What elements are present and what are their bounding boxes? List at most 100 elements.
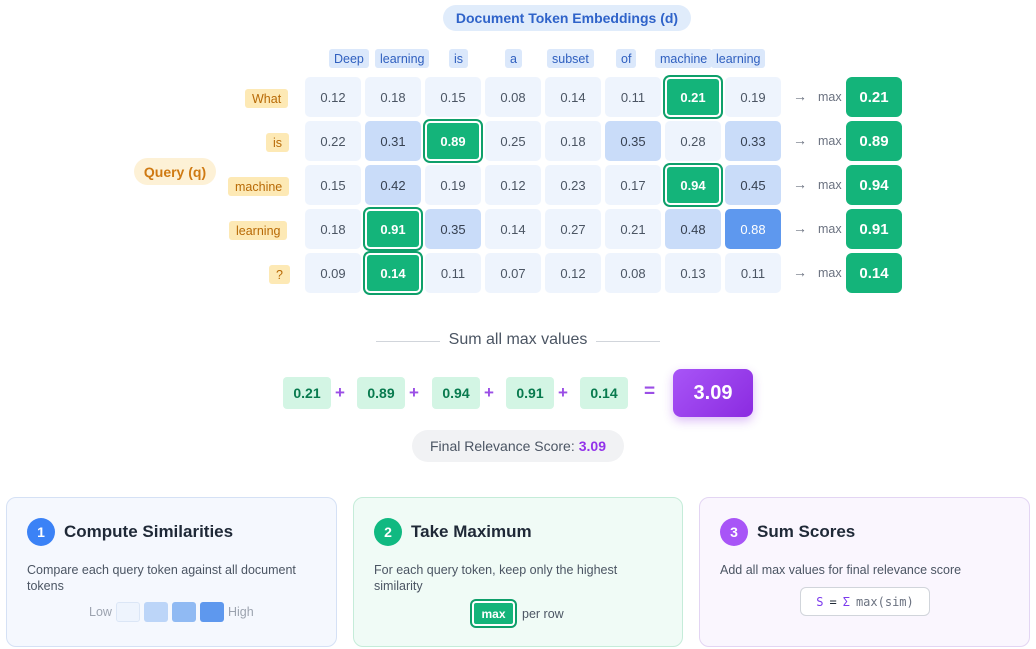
divider-right [596, 341, 660, 342]
similarity-cell: 0.15 [425, 77, 481, 117]
similarity-cell: 0.11 [725, 253, 781, 293]
formula-sigma: Σ [842, 594, 850, 609]
plus-sign: + [558, 383, 568, 402]
query-label: Query (q) [134, 158, 216, 185]
similarity-cell: 0.23 [545, 165, 601, 205]
max-label: max [818, 178, 842, 192]
plus-sign: + [409, 383, 419, 402]
similarity-cell: 0.48 [665, 209, 721, 249]
query-token: is [266, 133, 290, 152]
legend-swatch [199, 602, 224, 622]
arrow-right-icon: → [793, 264, 807, 280]
color-legend: Low High [89, 602, 254, 622]
score-formula: S = Σ max(sim) [800, 587, 930, 616]
divider-left [376, 341, 440, 342]
similarity-cell: 0.09 [305, 253, 361, 293]
step-description: Compare each query token against all doc… [27, 563, 296, 593]
legend-low-label: Low [89, 605, 112, 619]
max-label: max [818, 266, 842, 280]
step-number: 1 [27, 518, 55, 546]
doc-token: of [616, 49, 637, 68]
similarity-cell: 0.19 [425, 165, 481, 205]
step-number: 3 [720, 518, 748, 546]
arrow-right-icon: → [793, 176, 807, 192]
legend-swatch [143, 602, 168, 622]
row-max-value: 0.21 [846, 77, 902, 117]
sum-term: 0.14 [580, 377, 628, 409]
plus-sign: + [335, 383, 345, 402]
similarity-cell: 0.14 [545, 77, 601, 117]
total-score: 3.09 [673, 369, 753, 417]
final-score-label: Final Relevance Score: [430, 438, 575, 454]
step-title: Sum Scores [757, 522, 856, 541]
similarity-cell: 0.42 [365, 165, 421, 205]
max-cell: 0.91 [365, 209, 421, 249]
max-label: max [818, 90, 842, 104]
similarity-cell: 0.11 [605, 77, 661, 117]
formula-lhs: S [816, 594, 824, 609]
doc-token: Deep [329, 49, 369, 68]
similarity-cell: 0.18 [365, 77, 421, 117]
max-badge: max [472, 601, 515, 626]
sum-title: Sum all max values [448, 331, 588, 348]
similarity-cell: 0.45 [725, 165, 781, 205]
similarity-cell: 0.15 [305, 165, 361, 205]
similarity-cell: 0.08 [485, 77, 541, 117]
sum-term: 0.21 [283, 377, 331, 409]
equals-sign: = [644, 381, 656, 402]
similarity-cell: 0.14 [485, 209, 541, 249]
query-token: ? [269, 265, 290, 284]
arrow-right-icon: → [793, 220, 807, 236]
similarity-cell: 0.11 [425, 253, 481, 293]
step-title: Take Maximum [411, 522, 532, 541]
formula-rhs: max(sim) [855, 594, 914, 609]
final-score-pill: Final Relevance Score: 3.09 [412, 430, 624, 462]
query-token: machine [228, 177, 290, 196]
similarity-cell: 0.35 [605, 121, 661, 161]
step-card-maximum: 2 Take Maximum For each query token, kee… [353, 497, 683, 647]
max-cell: 0.21 [665, 77, 721, 117]
step-description: For each query token, keep only the high… [374, 563, 618, 593]
max-badge-text: per row [522, 606, 564, 621]
row-max-value: 0.91 [846, 209, 902, 249]
query-token: What [245, 89, 289, 108]
similarity-cell: 0.18 [305, 209, 361, 249]
query-token: learning [229, 221, 288, 240]
legend-swatch [171, 602, 196, 622]
max-label: max [818, 134, 842, 148]
step-title: Compute Similarities [64, 522, 234, 541]
similarity-cell: 0.08 [605, 253, 661, 293]
similarity-cell: 0.19 [725, 77, 781, 117]
step-description: Add all max values for final relevance s… [720, 563, 962, 577]
similarity-cell: 0.88 [725, 209, 781, 249]
legend-swatch [115, 602, 140, 622]
similarity-cell: 0.31 [365, 121, 421, 161]
similarity-cell: 0.07 [485, 253, 541, 293]
similarity-cell: 0.27 [545, 209, 601, 249]
similarity-cell: 0.33 [725, 121, 781, 161]
similarity-cell: 0.25 [485, 121, 541, 161]
final-score-value: 3.09 [578, 438, 606, 454]
similarity-cell: 0.28 [665, 121, 721, 161]
max-cell: 0.14 [365, 253, 421, 293]
plus-sign: + [484, 383, 494, 402]
sum-term: 0.91 [506, 377, 554, 409]
row-max-value: 0.94 [846, 165, 902, 205]
arrow-right-icon: → [793, 88, 807, 104]
similarity-cell: 0.12 [305, 77, 361, 117]
max-label: max [818, 222, 842, 236]
doc-token: subset [547, 49, 594, 68]
step-number: 2 [374, 518, 402, 546]
max-cell: 0.89 [425, 121, 481, 161]
similarity-cell: 0.35 [425, 209, 481, 249]
sum-term: 0.89 [357, 377, 405, 409]
similarity-cell: 0.12 [545, 253, 601, 293]
row-max-value: 0.14 [846, 253, 902, 293]
sum-term: 0.94 [432, 377, 480, 409]
step-card-sum: 3 Sum Scores Add all max values for fina… [699, 497, 1030, 647]
max-per-row-legend: max per row [472, 601, 564, 626]
max-cell: 0.94 [665, 165, 721, 205]
doc-token: machine [655, 49, 713, 68]
doc-token: learning [711, 49, 766, 68]
doc-token: learning [375, 49, 430, 68]
